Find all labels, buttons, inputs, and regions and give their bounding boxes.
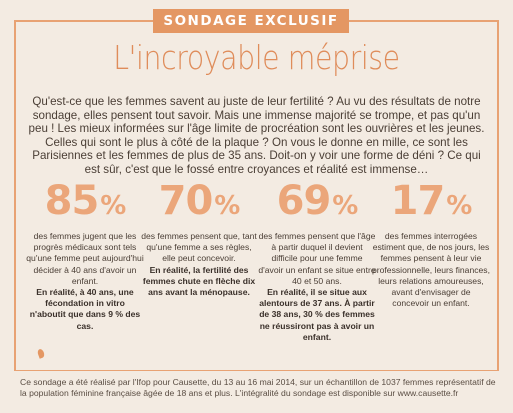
stat-text: des femmes pensent que l'âge à partir du… bbox=[258, 231, 376, 286]
stat-column-1: 85% des femmes jugent que les progrès mé… bbox=[26, 178, 144, 332]
stat-percentage: 85% bbox=[26, 178, 144, 229]
stat-text: des femmes jugent que les progrès médica… bbox=[26, 231, 144, 286]
stat-reality: En réalité, il se situe aux alentours de… bbox=[259, 287, 375, 342]
survey-footnote: Ce sondage a été réalisé par l'Ifop pour… bbox=[20, 377, 496, 398]
intro-paragraph: Qu'est-ce que les femmes savent au juste… bbox=[28, 95, 485, 176]
frame-right-border bbox=[497, 20, 499, 370]
stat-description: des femmes pensent que, tant qu'une femm… bbox=[140, 231, 258, 298]
frame-bottom-border bbox=[14, 370, 499, 371]
stat-unit: % bbox=[446, 191, 472, 221]
stat-column-2: 70% des femmes pensent que, tant qu'une … bbox=[140, 178, 258, 298]
stat-reality: En réalité, à 40 ans, une fécondation in… bbox=[29, 287, 141, 331]
article-title: L'incroyable méprise bbox=[113, 38, 400, 77]
stat-unit: % bbox=[332, 191, 358, 221]
stat-description: des femmes pensent que l'âge à partir du… bbox=[258, 231, 376, 343]
stat-column-4: 17% des femmes interrogées estiment que,… bbox=[372, 178, 490, 309]
frame-left-border bbox=[14, 20, 16, 370]
stat-percentage: 69% bbox=[258, 178, 376, 229]
stat-unit: % bbox=[100, 191, 126, 221]
stat-reality: En réalité, la fertilité des femmes chut… bbox=[142, 264, 256, 298]
stat-value: 85 bbox=[44, 178, 100, 224]
stat-percentage: 70% bbox=[140, 178, 258, 229]
stat-percentage: 17% bbox=[372, 178, 490, 229]
section-badge: SONDAGE EXCLUSIF bbox=[153, 9, 349, 33]
end-mark-icon bbox=[36, 348, 46, 359]
stat-value: 70 bbox=[158, 178, 214, 224]
stat-value: 17 bbox=[390, 178, 446, 224]
stat-text: des femmes interrogées estiment que, de … bbox=[372, 231, 490, 309]
stat-description: des femmes jugent que les progrès médica… bbox=[26, 231, 144, 332]
stat-value: 69 bbox=[276, 178, 332, 224]
stat-text: des femmes pensent que, tant qu'une femm… bbox=[141, 231, 257, 264]
stat-unit: % bbox=[214, 191, 240, 221]
stat-description: des femmes interrogées estiment que, de … bbox=[372, 231, 490, 309]
stat-column-3: 69% des femmes pensent que l'âge à parti… bbox=[258, 178, 376, 343]
